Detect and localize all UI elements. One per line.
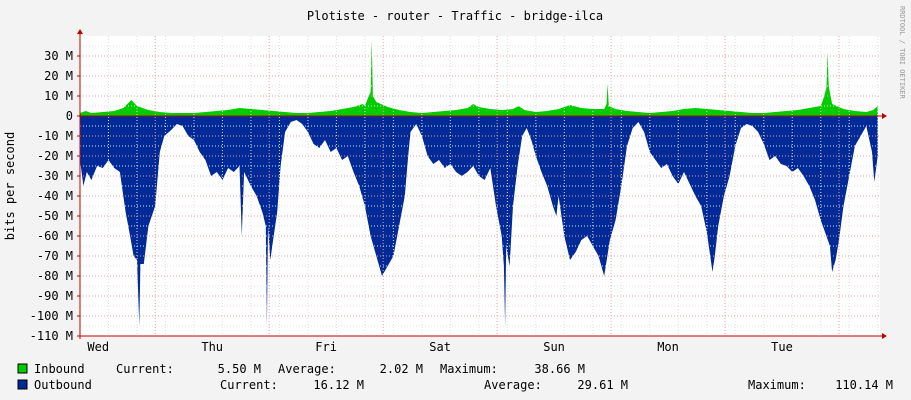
- y-tick-label: -40 M: [37, 189, 73, 203]
- legend-row-outbound: Outbound Current: 16.12 M Average: 29.61…: [17, 378, 893, 392]
- legend-average-label-outbound: Average:: [484, 378, 542, 392]
- y-tick-label: -100 M: [30, 309, 73, 323]
- chart-title: Plotiste - router - Traffic - bridge-ilc…: [307, 9, 603, 23]
- legend-name-outbound: Outbound: [34, 378, 92, 392]
- y-axis-label: bits per second: [3, 132, 17, 240]
- legend-average-value-inbound: 2.02 M: [380, 362, 423, 376]
- x-tick-label: Tue: [771, 340, 793, 354]
- x-tick-label: Fri: [315, 340, 337, 354]
- x-tick-label: Mon: [657, 340, 679, 354]
- x-axis-arrow: [882, 333, 887, 339]
- axes-layer: 30 M 20 M 10 M 0 -10 M -20 M -30 M -40 M -50 M -6…: [30, 29, 887, 354]
- legend-current-value-inbound: 5.50 M: [218, 362, 261, 376]
- y-tick-label: -110 M: [30, 329, 73, 343]
- y-tick-label: -60 M: [37, 229, 73, 243]
- y-tick-label: -30 M: [37, 169, 73, 183]
- legend-maximum-label-inbound: Maximum:: [440, 362, 498, 376]
- plot-area: 30 M 20 M 10 M 0 -10 M -20 M -30 M -40 M -50 M -6…: [30, 29, 887, 354]
- legend: Inbound Current: 5.50 M Average: 2.02 M …: [17, 362, 893, 392]
- y-tick-label: 20 M: [44, 69, 73, 83]
- legend-maximum-label-outbound: Maximum:: [748, 378, 806, 392]
- x-axis-arrow-upper: [882, 113, 887, 119]
- y-tick-label: 30 M: [44, 49, 73, 63]
- y-tick-label: -90 M: [37, 289, 73, 303]
- legend-maximum-value-outbound: 110.14 M: [835, 378, 893, 392]
- legend-current-label-inbound: Current:: [116, 362, 174, 376]
- x-tick-label: Sun: [543, 340, 565, 354]
- y-tick-label: -10 M: [37, 129, 73, 143]
- grid-layer: [79, 36, 880, 337]
- y-tick-label: -20 M: [37, 149, 73, 163]
- legend-average-label-inbound: Average:: [278, 362, 336, 376]
- legend-swatch-inbound: [17, 363, 28, 374]
- legend-current-value-outbound: 16.12 M: [313, 378, 364, 392]
- x-tick-label: Sat: [429, 340, 451, 354]
- x-tick-label: Thu: [201, 340, 223, 354]
- y-tick-label: 0: [66, 109, 73, 123]
- y-tick-label: -50 M: [37, 209, 73, 223]
- legend-current-label-outbound: Current:: [220, 378, 278, 392]
- y-axis-arrow: [77, 29, 83, 34]
- y-tick-label: -70 M: [37, 249, 73, 263]
- legend-row-inbound: Inbound Current: 5.50 M Average: 2.02 M …: [17, 362, 585, 376]
- legend-name-inbound: Inbound: [34, 362, 85, 376]
- legend-swatch-outbound: [17, 379, 28, 390]
- y-tick-label: -80 M: [37, 269, 73, 283]
- legend-maximum-value-inbound: 38.66 M: [534, 362, 585, 376]
- legend-average-value-outbound: 29.61 M: [577, 378, 628, 392]
- x-tick-label: Wed: [87, 340, 109, 354]
- y-tick-label: 10 M: [44, 89, 73, 103]
- watermark: RRDTOOL / TOBI OETIKER: [898, 6, 906, 100]
